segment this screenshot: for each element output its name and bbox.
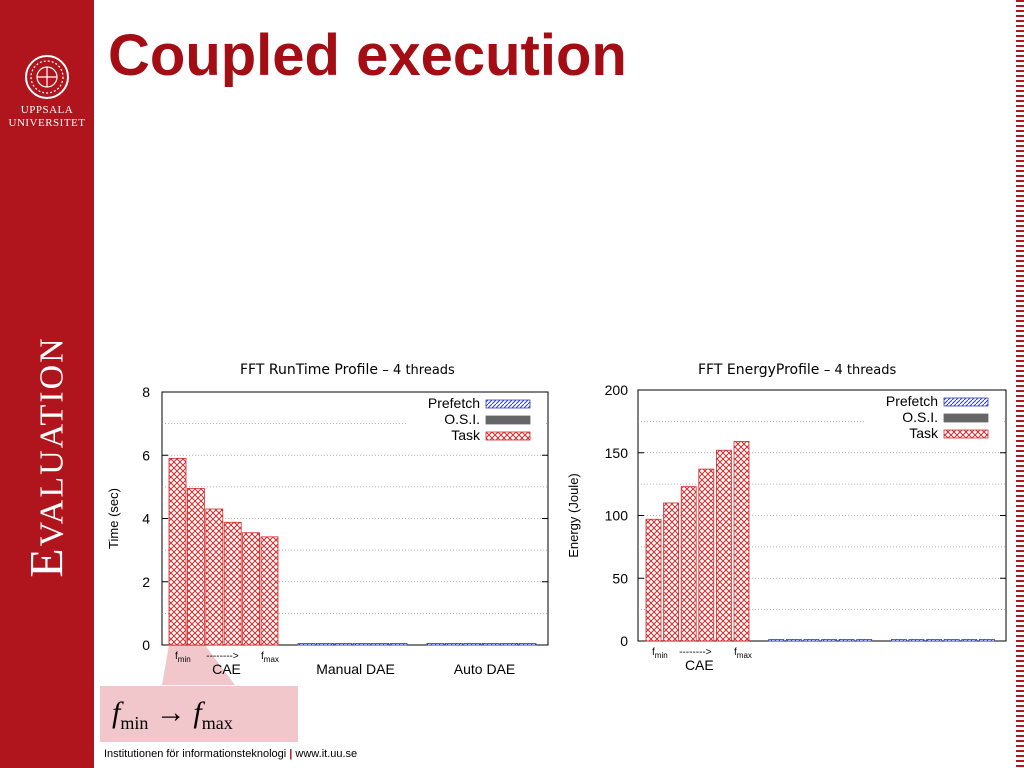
fmin-label: fmin: [652, 647, 668, 660]
bar-prefetch: [315, 643, 334, 646]
y-axis-label: Time (sec): [106, 488, 121, 549]
group-label: CAE: [685, 657, 714, 673]
bar-prefetch: [785, 639, 802, 642]
energy-chart-subtitle: – 4 threads: [823, 363, 897, 378]
energy-chart: 0 50 100 150 200 Energy (Joule) CAE fmin -------…: [566, 382, 1007, 673]
legend-swatch: [943, 429, 989, 439]
energy-chart-title-main: FFT EnergyProfile: [698, 362, 820, 378]
group-label: Manual DAE: [316, 661, 395, 677]
legend-swatch: [943, 397, 989, 407]
bar-prefetch: [961, 639, 978, 642]
bar-prefetch: [856, 639, 873, 642]
y-tick-label: 100: [605, 508, 629, 524]
bar-prefetch: [444, 643, 463, 646]
y-tick-label: 0: [142, 637, 150, 653]
y-tick-label: 150: [605, 445, 629, 461]
bar-prefetch: [908, 639, 925, 642]
bar-prefetch: [463, 643, 482, 646]
bar-task: [242, 532, 261, 646]
legend-swatch: [943, 413, 989, 423]
legend-label: Task: [451, 427, 481, 443]
y-tick-label: 0: [620, 633, 628, 649]
group-label: Auto DAE: [454, 661, 515, 677]
y-tick-label: 4: [142, 511, 150, 527]
bar-prefetch: [821, 639, 837, 642]
callout-f-max: f: [193, 696, 202, 729]
footer: Institutionen för informationsteknologi …: [104, 748, 357, 760]
legend-swatch: [485, 399, 531, 409]
bar-task: [680, 486, 697, 642]
callout-max-label: max: [201, 713, 233, 733]
bar-prefetch: [803, 639, 820, 642]
runtime-chart-subtitle: – 4 threads: [382, 363, 455, 378]
frequency-callout-text: fmin → fmax: [112, 696, 233, 734]
bar-prefetch: [297, 643, 316, 646]
energy-chart-title: FFT EnergyProfile – 4 threads: [698, 362, 896, 378]
bar-task: [716, 449, 732, 642]
bar-task: [645, 518, 662, 642]
bar-task: [663, 502, 679, 642]
footer-separator: |: [289, 748, 293, 760]
bar-prefetch: [979, 639, 995, 642]
callout-min-label: min: [120, 713, 149, 733]
legend-label: O.S.I.: [444, 411, 480, 427]
y-tick-label: 8: [142, 384, 150, 400]
bar-prefetch: [926, 639, 942, 642]
y-tick-label: 50: [612, 570, 628, 586]
legend-label: Task: [909, 425, 939, 441]
bar-prefetch: [371, 643, 390, 646]
y-tick-label: 2: [142, 574, 150, 590]
group-label: CAE: [212, 661, 241, 677]
bar-task: [186, 488, 205, 646]
frequency-arrow-label: -------->: [679, 647, 712, 658]
bar-task: [223, 521, 242, 646]
bar-task: [733, 441, 750, 642]
bar-task: [260, 536, 279, 646]
legend-swatch: [485, 431, 531, 441]
y-tick-label: 6: [142, 447, 150, 463]
bar-prefetch: [518, 643, 537, 646]
bar-prefetch: [481, 643, 500, 646]
runtime-chart-title: FFT RunTime Profile – 4 threads: [240, 362, 455, 378]
callout-arrow-icon: →: [155, 696, 186, 729]
footer-text: Institutionen för informationsteknologi: [104, 748, 287, 760]
sidebar: UPPSALA UNIVERSITET Evaluation: [0, 0, 94, 768]
bar-prefetch: [891, 639, 907, 642]
legend-label: O.S.I.: [902, 409, 938, 425]
y-tick-label: 200: [605, 382, 629, 398]
bar-task: [205, 508, 224, 646]
bar-prefetch: [389, 643, 408, 646]
university-seal-icon: [25, 55, 69, 99]
bar-prefetch: [500, 643, 519, 646]
legend-label: Prefetch: [886, 393, 938, 409]
legend-label: Prefetch: [428, 395, 480, 411]
bar-prefetch: [352, 643, 371, 646]
footer-link[interactable]: www.it.uu.se: [295, 748, 358, 760]
bar-prefetch: [838, 639, 855, 642]
bar-prefetch: [426, 643, 445, 646]
runtime-chart: 0 2 4 6 8 Time (sec) CAE fmin --------> fmax Manua…: [106, 384, 549, 677]
frequency-callout: [100, 686, 298, 742]
fmax-label: fmax: [261, 651, 279, 664]
bar-prefetch: [943, 639, 960, 642]
callout-f-min: f: [112, 696, 121, 729]
bar-task: [168, 458, 187, 646]
y-axis-label: Energy (Joule): [566, 473, 581, 558]
runtime-chart-title-main: FFT RunTime Profile: [240, 362, 378, 378]
university-line-1: UPPSALA: [20, 104, 74, 116]
bar-prefetch: [768, 639, 785, 642]
fmin-label: fmin: [175, 651, 191, 664]
bar-prefetch: [334, 643, 353, 646]
fmax-label: fmax: [734, 647, 752, 660]
university-name: UPPSALA UNIVERSITET: [0, 104, 94, 130]
legend-swatch: [485, 415, 531, 425]
decorative-stripe: [1016, 0, 1024, 768]
bar-task: [698, 468, 715, 642]
university-line-2: UNIVERSITET: [8, 117, 86, 129]
page-title: Coupled execution: [108, 23, 627, 88]
frequency-arrow-label: -------->: [206, 651, 239, 662]
